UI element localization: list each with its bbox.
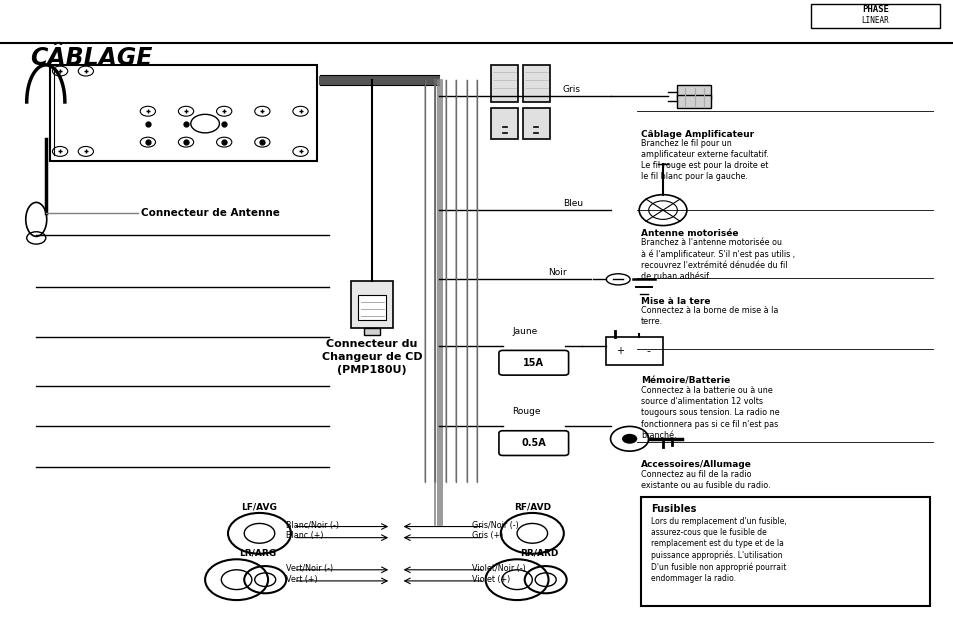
Text: Noir: Noir	[548, 268, 567, 277]
Text: CÂBLAGE: CÂBLAGE	[30, 46, 152, 70]
Text: Connecteur du
Changeur de CD
(PMP180U): Connecteur du Changeur de CD (PMP180U)	[321, 339, 422, 375]
Bar	[50, 65, 316, 161]
Bar	[810, 4, 939, 28]
Text: Gris: Gris	[562, 85, 580, 94]
Text: RR/ARD: RR/ARD	[519, 548, 558, 557]
Text: Mémoire/Batterie: Mémoire/Batterie	[640, 377, 730, 386]
Text: Blanc (+): Blanc (+)	[286, 531, 323, 540]
Bar	[677, 85, 710, 99]
Bar	[357, 295, 386, 320]
Text: Branchez le fil pour un
amplificateur externe facultatif.
Le fil rouge est pour : Branchez le fil pour un amplificateur ex…	[640, 139, 768, 181]
Text: Violet/Noir (-): Violet/Noir (-)	[472, 564, 525, 573]
Text: RF/AVD: RF/AVD	[514, 502, 550, 512]
Text: Connectez à la borne de mise à la
terre.: Connectez à la borne de mise à la terre.	[640, 306, 778, 326]
Text: Connectez à la batterie ou à une
source d'alimentation 12 volts
tougours sous te: Connectez à la batterie ou à une source …	[640, 386, 779, 439]
Text: Vert/Noir (-): Vert/Noir (-)	[286, 564, 333, 573]
Text: Rouge: Rouge	[512, 407, 540, 416]
Bar	[491, 108, 517, 139]
Text: Violet (+): Violet (+)	[472, 575, 510, 583]
FancyBboxPatch shape	[498, 431, 568, 455]
Text: Câblage Amplificateur: Câblage Amplificateur	[640, 130, 754, 139]
Ellipse shape	[605, 274, 629, 285]
Bar	[640, 497, 929, 606]
Text: Gris/Noir (-): Gris/Noir (-)	[472, 521, 518, 530]
Text: Accessoires/Allumage: Accessoires/Allumage	[640, 460, 751, 470]
Text: Blanc/Noir (-): Blanc/Noir (-)	[286, 521, 339, 530]
Bar	[605, 337, 662, 365]
Text: Connecteur de Antenne: Connecteur de Antenne	[141, 208, 280, 218]
Bar	[351, 281, 393, 328]
Text: 15A: 15A	[522, 358, 544, 368]
Text: LR/ARG: LR/ARG	[239, 548, 275, 557]
Text: LINEAR: LINEAR	[861, 16, 888, 25]
Bar	[491, 65, 517, 102]
Text: Vert (+): Vert (+)	[286, 575, 317, 583]
Text: Jaune: Jaune	[512, 326, 537, 336]
Text: Branchez à l'antenne motorisée ou
à é l'amplificateur. S'il n'est pas utilis ,
r: Branchez à l'antenne motorisée ou à é l'…	[640, 238, 795, 281]
Text: +: +	[616, 346, 623, 356]
Text: Mise à la tere: Mise à la tere	[640, 297, 710, 306]
FancyBboxPatch shape	[498, 350, 568, 375]
Text: -: -	[646, 346, 650, 356]
Text: Fusibles: Fusibles	[650, 504, 696, 514]
Text: PHASE: PHASE	[861, 6, 888, 14]
Ellipse shape	[26, 202, 47, 236]
Bar	[364, 328, 379, 335]
Circle shape	[621, 434, 637, 444]
Text: Gris (+): Gris (+)	[472, 531, 503, 540]
Text: Bleu: Bleu	[562, 199, 582, 208]
Bar	[522, 108, 549, 139]
Text: Lors du remplacement d'un fusible,
assurez-cous que le fusible de
remplacement e: Lors du remplacement d'un fusible, assur…	[650, 517, 785, 583]
Text: Antenne motorisée: Antenne motorisée	[640, 229, 738, 238]
Text: LF/AVG: LF/AVG	[241, 502, 277, 512]
Text: Connectez au fil de la radio
existante ou au fusible du radio.: Connectez au fil de la radio existante o…	[640, 470, 770, 490]
Text: 0.5A: 0.5A	[521, 438, 545, 448]
Bar	[677, 95, 710, 108]
Bar	[522, 65, 549, 102]
